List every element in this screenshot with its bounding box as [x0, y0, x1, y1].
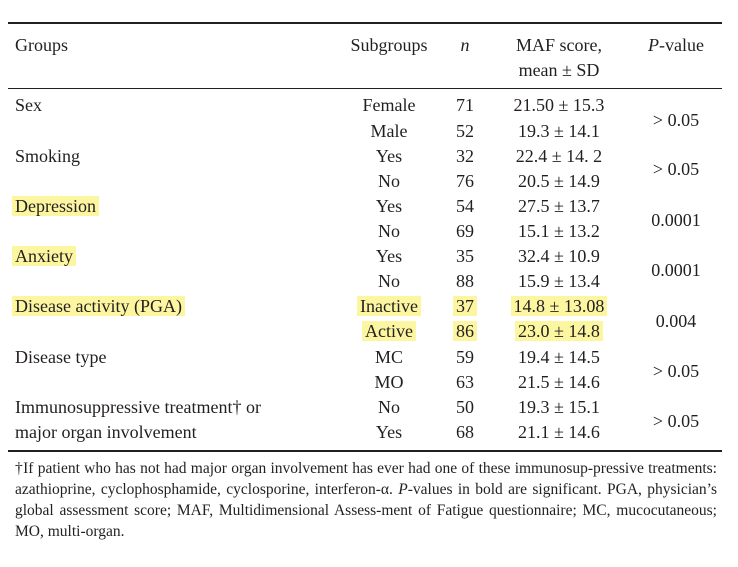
row-activity-maf1-text: 14.8 ± 13.08: [510, 296, 608, 316]
row-activity-n2: 86: [448, 320, 482, 342]
row-sex-group: Sex: [15, 95, 42, 115]
row-activity-maf2: 23.0 ± 14.8: [484, 320, 634, 342]
row-depression-n1: 54: [456, 196, 474, 216]
row-immuno-maf2: 21.1 ± 14.6: [518, 422, 600, 442]
row-anxiety-group-text: Anxiety: [12, 246, 76, 266]
row-depression-sub1: Yes: [375, 196, 403, 216]
header-pvalue-rest: -value: [659, 35, 704, 55]
bottom-rule: [8, 450, 722, 452]
header-maf-line2: mean ± SD: [518, 60, 600, 80]
row-type-n1: 59: [456, 347, 474, 367]
row-smoking-maf1: 22.4 ± 14. 2: [515, 146, 603, 166]
row-activity-sub2-text: Active: [362, 321, 416, 341]
row-type-sub1: MC: [374, 347, 403, 367]
row-smoking-p: > 0.05: [652, 159, 700, 179]
row-activity-n1-text: 37: [453, 296, 477, 316]
row-anxiety-p: 0.0001: [651, 260, 701, 280]
row-type-maf1: 19.4 ± 14.5: [518, 347, 600, 367]
row-sex-maf2: 19.3 ± 14.1: [518, 121, 600, 141]
row-sex-p: > 0.05: [652, 110, 700, 130]
row-immuno-sub2: Yes: [375, 422, 403, 442]
footnote-part1: †If patient who has not had major organ …: [15, 460, 717, 498]
row-anxiety-maf2: 15.9 ± 13.4: [518, 271, 600, 291]
row-activity-sub1-text: Inactive: [357, 296, 421, 316]
row-depression-sub2: No: [378, 221, 400, 241]
header-pvalue: P-value: [626, 34, 726, 56]
row-type-n2: 63: [456, 372, 474, 392]
row-activity-group: Disease activity (PGA): [12, 295, 185, 317]
header-subgroups: Subgroups: [350, 35, 428, 55]
row-activity-p: 0.004: [655, 311, 697, 331]
row-depression-group-text: Depression: [12, 196, 99, 216]
row-type-group: Disease type: [15, 347, 107, 367]
row-immuno-group-line2: major organ involvement: [15, 422, 197, 442]
row-smoking-n2: 76: [456, 171, 474, 191]
row-activity-group-text: Disease activity (PGA): [12, 296, 185, 316]
row-smoking-group: Smoking: [15, 146, 81, 166]
header-maf-line1: MAF score,: [516, 35, 602, 55]
row-activity-maf2-text: 23.0 ± 14.8: [515, 321, 603, 341]
row-depression-p: 0.0001: [651, 210, 701, 230]
row-immuno-sub1: No: [378, 397, 400, 417]
row-immuno-n1: 50: [456, 397, 474, 417]
row-type-maf2: 21.5 ± 14.6: [518, 372, 600, 392]
row-activity-n2-text: 86: [453, 321, 477, 341]
row-smoking-sub2: No: [378, 171, 400, 191]
row-anxiety-maf1: 32.4 ± 10.9: [518, 246, 600, 266]
header-groups: Groups: [15, 35, 68, 55]
row-immuno-p: > 0.05: [652, 411, 700, 431]
row-anxiety-sub1: Yes: [375, 246, 403, 266]
row-activity-n1: 37: [448, 295, 482, 317]
row-anxiety-group: Anxiety: [12, 245, 76, 267]
row-depression-n2: 69: [456, 221, 474, 241]
row-activity-sub2: Active: [330, 320, 448, 342]
footnote-part2: -values in bold are significant. PGA, ph…: [15, 481, 717, 540]
row-smoking-n1: 32: [456, 146, 474, 166]
row-immuno-group-line1: Immunosuppressive treatment† or: [15, 397, 261, 417]
row-depression-group: Depression: [12, 195, 99, 217]
row-smoking-maf2: 20.5 ± 14.9: [518, 171, 600, 191]
row-type-sub2: MO: [374, 372, 404, 392]
row-sex-sub1: Female: [362, 95, 416, 115]
row-depression-maf1: 27.5 ± 13.7: [518, 196, 600, 216]
header-pvalue-p: P: [648, 35, 659, 55]
row-anxiety-sub2: No: [378, 271, 400, 291]
row-immuno-n2: 68: [456, 422, 474, 442]
row-sex-sub2: Male: [370, 121, 408, 141]
row-sex-maf1: 21.50 ± 15.3: [513, 95, 605, 115]
row-anxiety-n2: 88: [456, 271, 474, 291]
top-rule: [8, 22, 722, 24]
row-anxiety-n1: 35: [456, 246, 474, 266]
row-smoking-sub1: Yes: [375, 146, 403, 166]
table-footnote: †If patient who has not had major organ …: [15, 458, 717, 542]
row-activity-maf1: 14.8 ± 13.08: [484, 295, 634, 317]
row-depression-maf2: 15.1 ± 13.2: [518, 221, 600, 241]
header-rule: [8, 88, 722, 89]
row-immuno-maf1: 19.3 ± 15.1: [518, 397, 600, 417]
header-n: n: [460, 35, 470, 55]
footnote-p-italic: P: [398, 481, 408, 498]
row-type-p: > 0.05: [652, 361, 700, 381]
row-sex-n1: 71: [456, 95, 474, 115]
row-activity-sub1: Inactive: [330, 295, 448, 317]
row-sex-n2: 52: [456, 121, 474, 141]
